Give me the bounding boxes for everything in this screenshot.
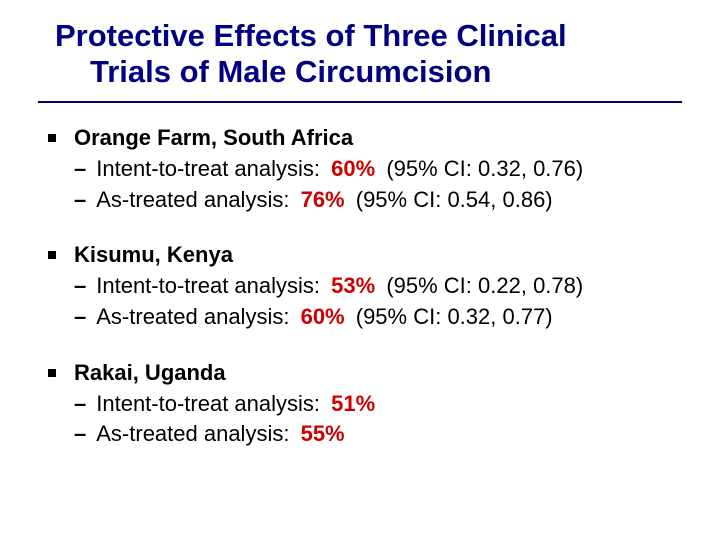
dash-icon: – [74,303,86,332]
dash-icon: – [74,272,86,301]
title-line-1: Protective Effects of Three Clinical [55,18,567,53]
at-label: As-treated analysis: [96,421,289,446]
at-label: As-treated analysis: [96,187,289,212]
trial-location: Kisumu, Kenya [74,242,233,268]
trial-itt-row: – Intent-to-treat analysis: 53% (95% CI:… [74,272,684,301]
at-ci: (95% CI: 0.32, 0.77) [356,304,553,329]
at-ci: (95% CI: 0.54, 0.86) [356,187,553,212]
trial-block: Rakai, Uganda – Intent-to-treat analysis… [48,360,684,449]
slide-title: Protective Effects of Three Clinical Tri… [0,18,720,97]
trial-at-row: – As-treated analysis: 60% (95% CI: 0.32… [74,303,684,332]
itt-label: Intent-to-treat analysis: [96,391,320,416]
square-bullet-icon [48,369,56,377]
itt-ci: (95% CI: 0.32, 0.76) [386,156,583,181]
at-pct: 60% [301,304,345,329]
trial-location: Rakai, Uganda [74,360,226,386]
at-label: As-treated analysis: [96,304,289,329]
dash-icon: – [74,390,86,419]
dash-icon: – [74,155,86,184]
title-divider [38,101,682,103]
trial-block: Orange Farm, South Africa – Intent-to-tr… [48,125,684,214]
itt-ci: (95% CI: 0.22, 0.78) [386,273,583,298]
trial-heading: Kisumu, Kenya [48,242,684,268]
dash-icon: – [74,420,86,449]
title-line-2: Trials of Male Circumcision [55,54,491,90]
trial-itt-row: – Intent-to-treat analysis: 60% (95% CI:… [74,155,684,184]
slide: Protective Effects of Three Clinical Tri… [0,0,720,540]
trial-heading: Orange Farm, South Africa [48,125,684,151]
trial-block: Kisumu, Kenya – Intent-to-treat analysis… [48,242,684,331]
itt-label: Intent-to-treat analysis: [96,156,320,181]
itt-pct: 60% [331,156,375,181]
trial-heading: Rakai, Uganda [48,360,684,386]
square-bullet-icon [48,134,56,142]
trial-at-row: – As-treated analysis: 55% [74,420,684,449]
trial-itt-row: – Intent-to-treat analysis: 51% [74,390,684,419]
itt-pct: 53% [331,273,375,298]
itt-pct: 51% [331,391,375,416]
dash-icon: – [74,186,86,215]
at-pct: 76% [301,187,345,212]
itt-label: Intent-to-treat analysis: [96,273,320,298]
at-pct: 55% [301,421,345,446]
trial-at-row: – As-treated analysis: 76% (95% CI: 0.54… [74,186,684,215]
trial-location: Orange Farm, South Africa [74,125,353,151]
content-area: Orange Farm, South Africa – Intent-to-tr… [0,125,720,449]
square-bullet-icon [48,251,56,259]
